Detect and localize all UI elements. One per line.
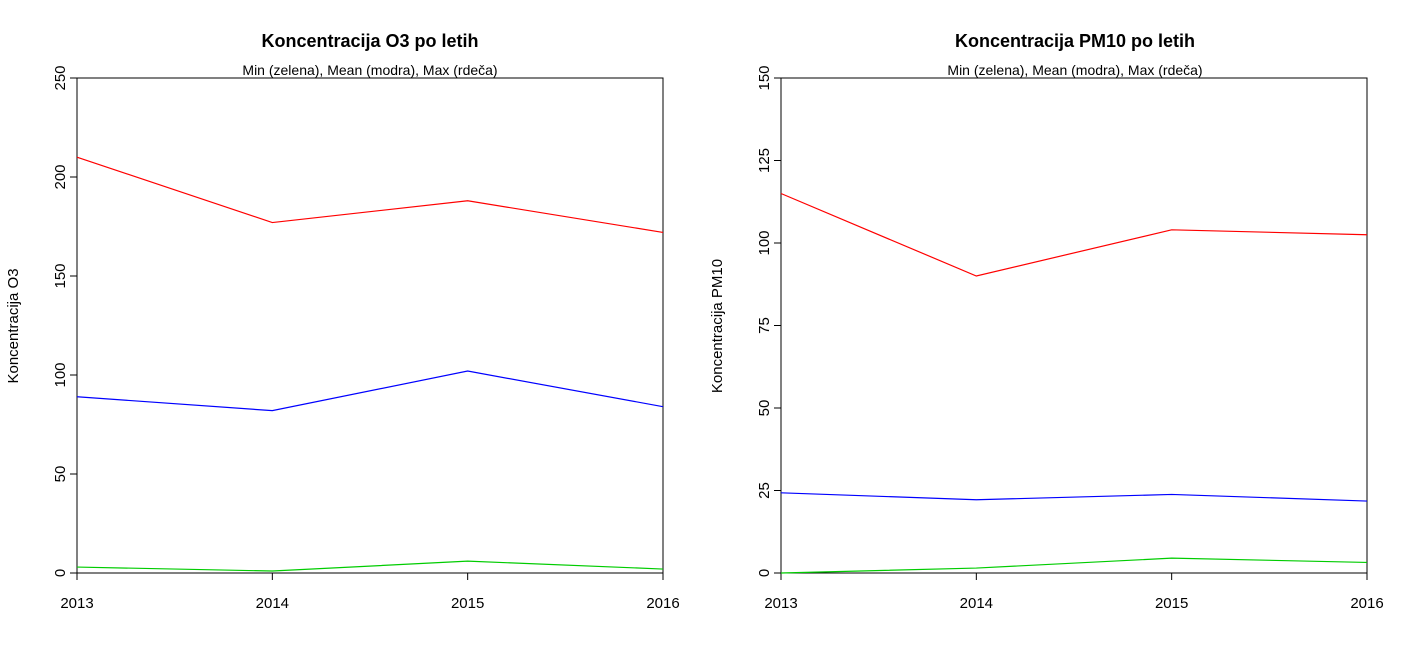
y-tick-label: 50: [756, 400, 773, 417]
plot-frame: [780, 77, 1368, 574]
x-tick-label: 2015: [451, 595, 484, 612]
min-line: [780, 557, 1368, 574]
x-axis: 2013 2014 2015 2016: [764, 573, 1384, 612]
y-axis-label: Koncentracija PM10: [709, 259, 726, 393]
chart-subtitle: Min (zelena), Mean (modra), Max (rdeča): [947, 62, 1202, 78]
y-tick-label: 75: [756, 317, 773, 334]
pm10-chart-panel: Koncentracija PM10 po letih Min (zelena)…: [709, 31, 1384, 612]
min-line: [76, 560, 664, 572]
y-tick-label: 25: [756, 482, 773, 499]
x-tick-label: 2015: [1155, 595, 1188, 612]
x-tick-label: 2016: [1350, 595, 1383, 612]
x-tick-label: 2014: [960, 595, 993, 612]
x-tick-label: 2016: [646, 595, 679, 612]
y-tick-label: 150: [52, 263, 69, 288]
y-tick-label: 100: [52, 362, 69, 387]
max-line: [76, 156, 664, 234]
max-line: [780, 192, 1368, 277]
plot-frame: [76, 77, 664, 574]
chart-subtitle: Min (zelena), Mean (modra), Max (rdeča): [242, 62, 497, 78]
y-tick-label: 50: [52, 466, 69, 483]
y-tick-label: 200: [52, 164, 69, 189]
mean-line: [76, 370, 664, 412]
x-tick-label: 2014: [256, 595, 289, 612]
y-tick-label: 0: [52, 569, 69, 577]
mean-line: [780, 492, 1368, 502]
y-axis-label: Koncentracija O3: [5, 268, 22, 383]
y-tick-label: 100: [756, 230, 773, 255]
x-tick-label: 2013: [60, 595, 93, 612]
y-tick-label: 150: [756, 65, 773, 90]
o3-chart-panel: Koncentracija O3 po letih Min (zelena), …: [5, 31, 680, 612]
y-axis: 0 50 100 150 200 250: [52, 65, 77, 577]
y-tick-label: 250: [52, 65, 69, 90]
y-axis: 0 25 50 75 100 125 150: [756, 65, 781, 577]
y-tick-label: 0: [756, 569, 773, 577]
x-tick-label: 2013: [764, 595, 797, 612]
y-tick-label: 125: [756, 148, 773, 173]
x-axis: 2013 2014 2015 2016: [60, 573, 680, 612]
chart-title: Koncentracija O3 po letih: [261, 31, 478, 51]
chart-title: Koncentracija PM10 po letih: [955, 31, 1195, 51]
